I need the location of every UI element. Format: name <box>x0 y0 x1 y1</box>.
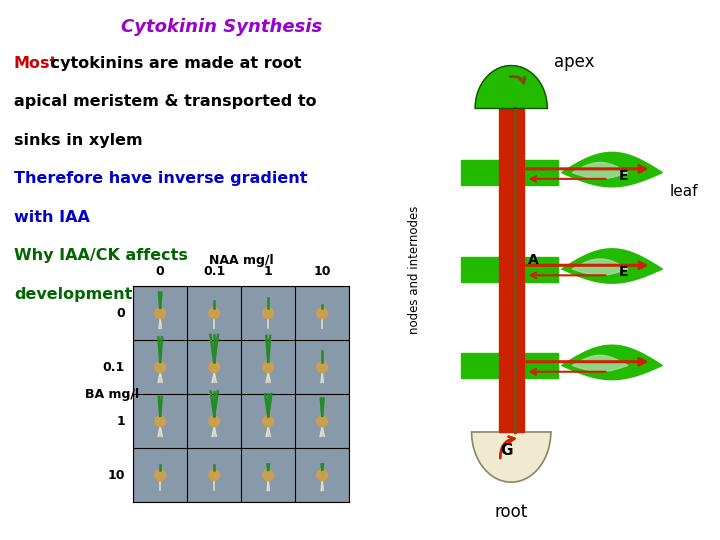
Text: 10: 10 <box>313 265 331 278</box>
Text: apical meristem & transported to: apical meristem & transported to <box>14 94 317 109</box>
Text: cytokinins are made at root: cytokinins are made at root <box>45 56 302 71</box>
Text: E: E <box>619 168 629 183</box>
Text: 0.1: 0.1 <box>103 361 125 374</box>
Bar <box>498 108 523 432</box>
Text: with IAA: with IAA <box>14 210 90 225</box>
Polygon shape <box>572 163 628 179</box>
Bar <box>461 160 558 185</box>
Polygon shape <box>562 152 662 187</box>
Circle shape <box>317 416 328 427</box>
Text: 1: 1 <box>264 265 273 278</box>
Circle shape <box>155 416 166 427</box>
Text: leaf: leaf <box>670 184 698 199</box>
Polygon shape <box>472 432 551 482</box>
Circle shape <box>209 470 220 481</box>
Circle shape <box>263 470 274 481</box>
Text: 1: 1 <box>117 415 125 428</box>
Circle shape <box>209 362 220 373</box>
Text: sinks in xylem: sinks in xylem <box>14 132 143 147</box>
Bar <box>461 256 558 281</box>
Text: nodes and internodes: nodes and internodes <box>408 206 420 334</box>
Text: A: A <box>528 253 539 267</box>
Circle shape <box>155 362 166 373</box>
Circle shape <box>155 470 166 481</box>
Polygon shape <box>562 249 662 283</box>
Circle shape <box>263 308 274 319</box>
Text: 10: 10 <box>107 469 125 482</box>
Text: NAA mg/l: NAA mg/l <box>209 254 274 267</box>
Circle shape <box>263 362 274 373</box>
Polygon shape <box>562 345 662 380</box>
Text: Why IAA/CK affects: Why IAA/CK affects <box>14 248 188 263</box>
Bar <box>461 353 558 378</box>
Text: BA mg/l: BA mg/l <box>84 388 139 401</box>
Text: G: G <box>500 443 513 458</box>
Circle shape <box>263 416 274 427</box>
Circle shape <box>209 308 220 319</box>
Text: Cytokinin Synthesis: Cytokinin Synthesis <box>120 18 322 36</box>
Circle shape <box>317 470 328 481</box>
Circle shape <box>317 308 328 319</box>
Text: Therefore have inverse gradient: Therefore have inverse gradient <box>14 171 307 186</box>
Text: 0: 0 <box>156 265 165 278</box>
Text: 0: 0 <box>117 307 125 320</box>
Text: apex: apex <box>554 53 595 71</box>
Text: 0.1: 0.1 <box>203 265 225 278</box>
Text: E: E <box>619 265 629 279</box>
Circle shape <box>209 416 220 427</box>
Text: development: development <box>14 287 132 301</box>
Polygon shape <box>572 259 628 275</box>
Text: Most: Most <box>14 56 58 71</box>
Circle shape <box>155 308 166 319</box>
Text: root: root <box>495 503 528 521</box>
Polygon shape <box>572 355 628 372</box>
Polygon shape <box>475 65 547 108</box>
Circle shape <box>317 362 328 373</box>
